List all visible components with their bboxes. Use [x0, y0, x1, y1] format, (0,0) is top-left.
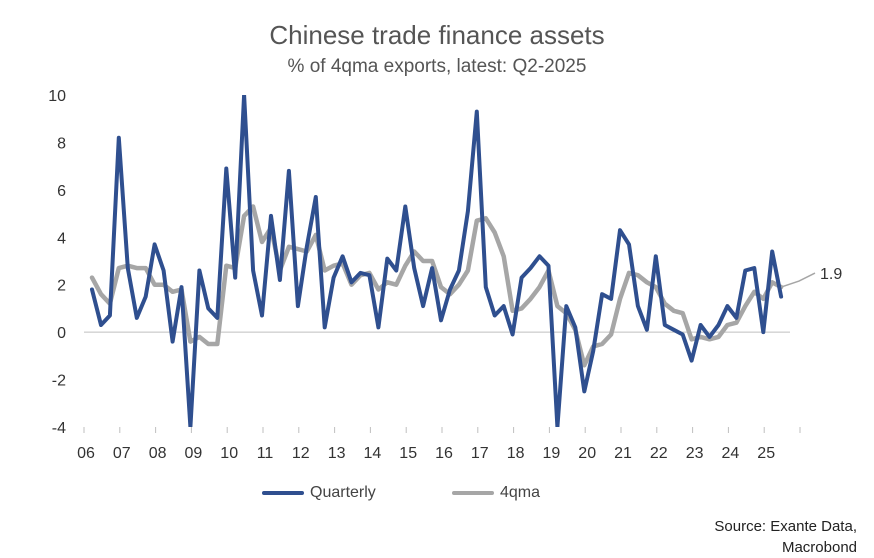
chart-title: Chinese trade finance assets: [269, 20, 605, 50]
y-tick-label: 8: [57, 135, 66, 152]
x-tick-label: 16: [435, 445, 453, 462]
x-tick-label: 06: [77, 445, 95, 462]
x-tick-label: 09: [185, 445, 203, 462]
source-line-1: Source: Exante Data,: [714, 518, 857, 535]
x-tick-label: 15: [399, 445, 417, 462]
x-tick-label: 20: [578, 445, 596, 462]
legend-label-4qma: 4qma: [500, 484, 541, 501]
x-tick-label: 24: [722, 445, 740, 462]
source-note: Source: Exante Data, Macrobond: [714, 516, 857, 558]
series-line-4qma: [89, 204, 784, 368]
y-tick-label: 4: [57, 230, 66, 247]
x-tick-label: 23: [686, 445, 704, 462]
legend-item-quarterly: Quarterly: [262, 484, 376, 502]
y-tick-label: 2: [57, 278, 66, 295]
x-tick-label: 18: [507, 445, 525, 462]
legend-swatch-quarterly: [262, 491, 304, 495]
x-tick-label: 13: [328, 445, 346, 462]
x-tick-label: 25: [757, 445, 775, 462]
y-tick-label: 6: [57, 183, 66, 200]
y-tick-label: 0: [57, 325, 66, 342]
y-tick-label: 10: [48, 88, 66, 105]
x-tick-label: 14: [364, 445, 382, 462]
x-tick-label: 17: [471, 445, 489, 462]
legend-label-quarterly: Quarterly: [310, 484, 376, 501]
chart-subtitle: % of 4qma exports, latest: Q2-2025: [287, 56, 587, 77]
end-label: 1.9: [820, 266, 842, 283]
x-tick-label: 21: [614, 445, 632, 462]
end-label-leader: [780, 272, 816, 288]
x-tick-label: 08: [149, 445, 167, 462]
x-tick-label: 11: [257, 445, 274, 462]
x-tick-label: 10: [220, 445, 238, 462]
x-tick-label: 07: [113, 445, 131, 462]
x-tick-label: 12: [292, 445, 310, 462]
legend-item-4qma: 4qma: [452, 484, 540, 502]
x-tick-label: 22: [650, 445, 668, 462]
legend-swatch-4qma: [452, 491, 494, 495]
source-line-2: Macrobond: [781, 539, 857, 556]
x-tick-label: 19: [543, 445, 561, 462]
y-tick-label: -4: [52, 420, 66, 437]
y-tick-label: -2: [52, 373, 66, 390]
series-line-quarterly: [90, 95, 784, 427]
